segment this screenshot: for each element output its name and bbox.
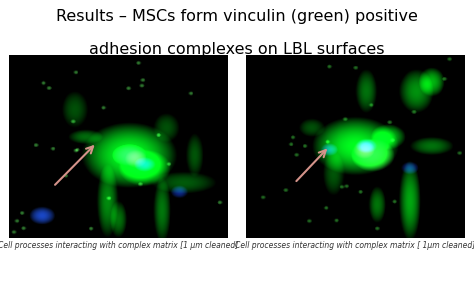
Text: Cell processes interacting with complex matrix [1 µm cleaned]: Cell processes interacting with complex … <box>0 241 238 250</box>
Text: Cell processes interacting with complex matrix [ 1µm cleaned]: Cell processes interacting with complex … <box>236 241 474 250</box>
Text: adhesion complexes on LBL surfaces: adhesion complexes on LBL surfaces <box>89 42 385 57</box>
Text: Results – MSCs form vinculin (green) positive: Results – MSCs form vinculin (green) pos… <box>56 9 418 24</box>
